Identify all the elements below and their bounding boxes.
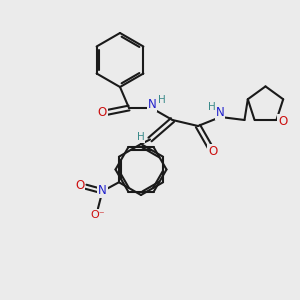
Text: O: O	[208, 145, 217, 158]
Text: O: O	[278, 115, 288, 128]
Text: O⁻: O⁻	[91, 210, 105, 220]
Text: N: N	[148, 98, 157, 111]
Text: H: H	[136, 132, 144, 142]
Text: N: N	[98, 184, 107, 197]
Text: N: N	[215, 106, 224, 119]
Text: H: H	[208, 102, 215, 112]
Text: H: H	[158, 95, 166, 105]
Text: O: O	[75, 179, 85, 192]
Text: O: O	[98, 106, 106, 119]
